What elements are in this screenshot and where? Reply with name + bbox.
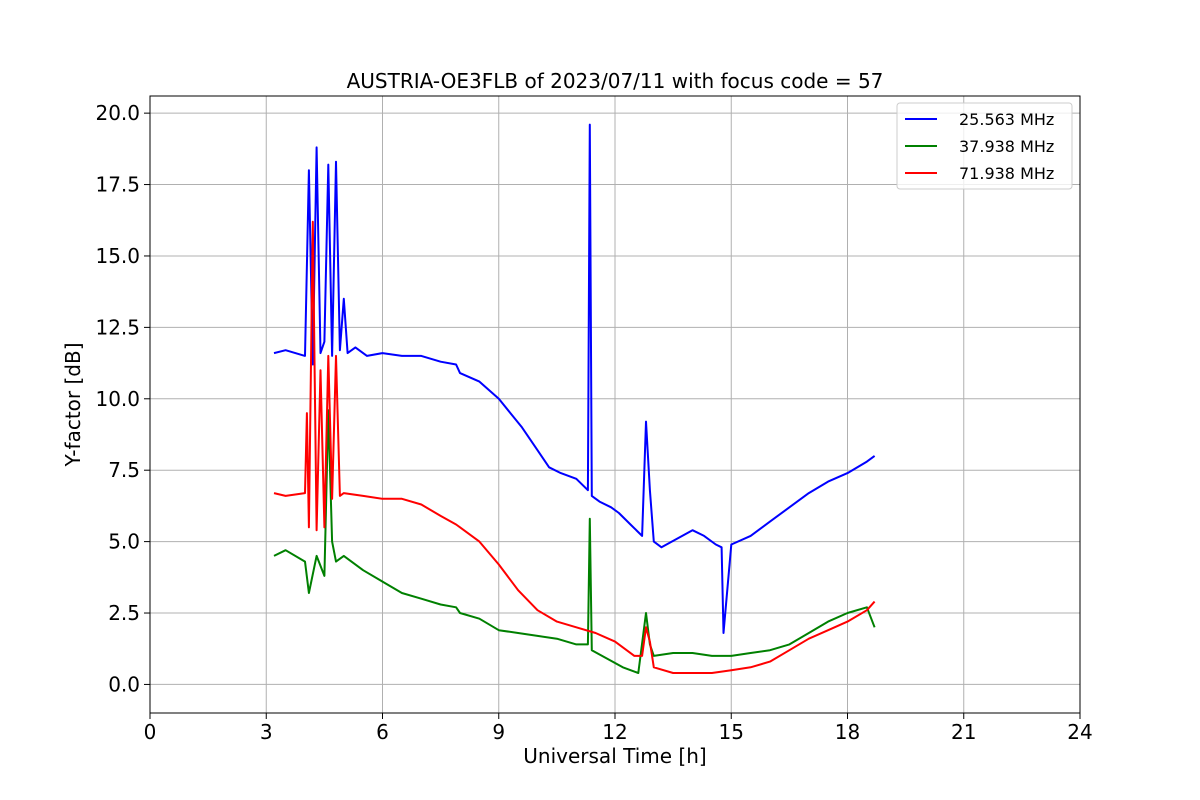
x-tick-label: 24 bbox=[1067, 720, 1092, 744]
y-tick-label: 7.5 bbox=[108, 458, 140, 482]
x-tick-label: 21 bbox=[951, 720, 976, 744]
y-tick-label: 20.0 bbox=[95, 101, 140, 125]
y-tick-label: 10.0 bbox=[95, 387, 140, 411]
legend-label-1: 25.563 MHz bbox=[959, 110, 1054, 129]
series-layer bbox=[273, 123, 876, 674]
y-tick-label: 15.0 bbox=[95, 244, 140, 268]
series-line-2 bbox=[273, 409, 876, 674]
legend-label-3: 71.938 MHz bbox=[959, 164, 1054, 183]
y-axis-label: Y-factor [dB] bbox=[61, 342, 85, 467]
legend-label-2: 37.938 MHz bbox=[959, 137, 1054, 156]
x-tick-label: 15 bbox=[719, 720, 744, 744]
series-line-3 bbox=[273, 220, 876, 674]
ticks: 0 3 6 9 12 15 18 21 24 0.0 2.5 5.0 7.5 10.0 12.5 15.0 17… bbox=[95, 101, 1092, 744]
x-tick-label: 0 bbox=[144, 720, 157, 744]
x-tick-label: 12 bbox=[602, 720, 627, 744]
y-tick-label: 2.5 bbox=[108, 601, 140, 625]
x-axis-label: Universal Time [h] bbox=[523, 744, 706, 768]
legend-box bbox=[896, 102, 1073, 190]
y-tick-label: 5.0 bbox=[108, 530, 140, 554]
x-tick-label: 18 bbox=[835, 720, 860, 744]
legend: 25.563 MHz 37.938 MHz 71.938 MHz bbox=[896, 102, 1073, 190]
x-tick-label: 9 bbox=[492, 720, 505, 744]
chart-title: AUSTRIA-OE3FLB of 2023/07/11 with focus … bbox=[347, 69, 884, 93]
series-line-1 bbox=[273, 123, 876, 634]
y-tick-label: 17.5 bbox=[95, 173, 140, 197]
y-tick-label: 12.5 bbox=[95, 315, 140, 339]
x-tick-label: 3 bbox=[260, 720, 273, 744]
y-tick-label: 0.0 bbox=[108, 672, 140, 696]
x-tick-label: 6 bbox=[376, 720, 389, 744]
